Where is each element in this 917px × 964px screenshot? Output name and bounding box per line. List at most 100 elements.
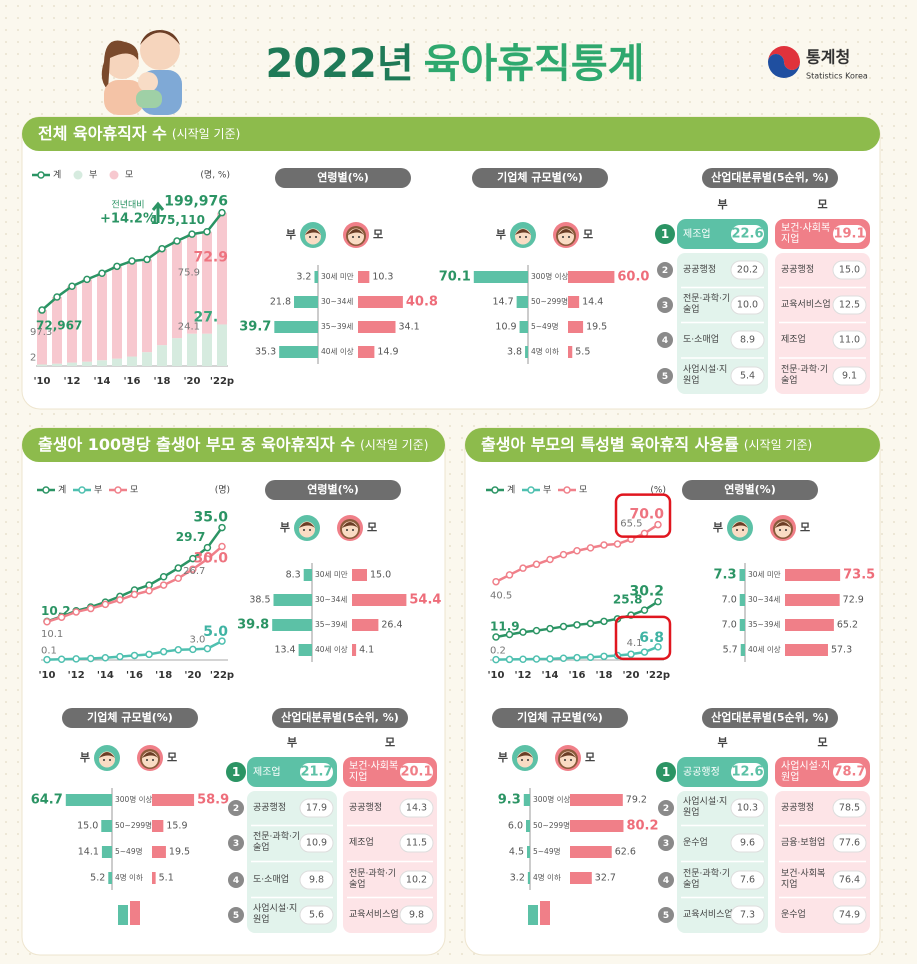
point	[600, 652, 608, 661]
bar-segment	[157, 345, 167, 366]
label-box: 운수업	[683, 838, 708, 848]
category-label: 300명 이상	[533, 794, 570, 804]
value-label: 80.2	[626, 819, 658, 834]
panel-title: 연령별(%)	[307, 482, 358, 496]
icon-eye	[779, 529, 781, 531]
rank-number: 1	[232, 765, 240, 779]
rank-badge	[228, 800, 244, 816]
label-box: 사업시설·지원업	[683, 365, 728, 386]
column-header: 모	[817, 198, 827, 211]
series-name: 부	[496, 228, 506, 241]
bar	[519, 321, 528, 333]
value-label: 57.3	[831, 645, 852, 656]
point	[640, 648, 649, 656]
point	[130, 651, 139, 660]
org-name-en: Statistics Korea	[806, 72, 868, 81]
icon-hair	[558, 229, 574, 235]
value-label: 3.2	[510, 873, 525, 884]
value-pill	[832, 366, 867, 386]
rank-badge	[226, 762, 246, 782]
point	[573, 653, 581, 662]
point	[600, 541, 608, 549]
rank-badge	[228, 835, 244, 851]
point	[113, 262, 121, 271]
bar	[785, 594, 840, 606]
bar	[358, 271, 370, 283]
section-title: 출생아 부모의 특성별 육아휴직 사용률 (시작일 기준)	[481, 435, 812, 454]
label-box: 도·소매업	[683, 335, 719, 345]
icon-eye	[570, 759, 572, 761]
bar	[358, 321, 396, 333]
value-label: 15.0	[370, 570, 391, 581]
series-name: 모	[367, 521, 377, 534]
industry-label: 공공행정	[253, 802, 287, 813]
bar	[523, 794, 530, 806]
industry-label: 제조업	[253, 766, 281, 778]
bar	[740, 644, 745, 656]
bar	[152, 846, 166, 858]
bar-segment	[142, 352, 152, 366]
bar	[568, 271, 615, 283]
point	[130, 590, 139, 599]
value-label: 29.7	[176, 530, 206, 544]
bar	[152, 872, 156, 884]
legend-label: 계	[58, 484, 66, 496]
rank-number: 4	[233, 876, 239, 886]
label-box: 공공행정	[683, 767, 720, 778]
rank-number: 3	[662, 301, 668, 311]
value-label: 74.9	[839, 910, 860, 921]
column-header: 모	[385, 736, 395, 749]
category-label: 30~34세	[321, 297, 353, 306]
value-pill	[832, 798, 867, 818]
icon-hair	[560, 752, 576, 758]
point	[174, 646, 182, 654]
value-pill	[730, 366, 765, 386]
value-label: 30.2	[629, 584, 664, 600]
industry-label: 공공행정	[781, 802, 815, 813]
point	[586, 653, 595, 662]
legend-label: 계	[53, 169, 61, 181]
value-label: 10.1	[41, 629, 63, 640]
panel-title-pill	[272, 708, 408, 728]
value-pill	[832, 260, 867, 280]
bar	[352, 644, 357, 656]
industry-label: 사업시설·지원업	[683, 365, 728, 386]
value-label: 20.2	[737, 265, 758, 276]
x-tick-label: '22p	[210, 376, 234, 387]
icon-eye	[568, 236, 570, 238]
point	[189, 645, 197, 654]
point	[53, 293, 61, 301]
point	[600, 617, 608, 626]
industry-label: 도·소매업	[253, 874, 289, 885]
value-label: 39.7	[239, 320, 271, 335]
bar	[273, 594, 312, 606]
x-tick-label: '16	[569, 670, 586, 681]
point	[158, 244, 166, 253]
series-name: 부	[286, 228, 296, 241]
section-title-note: (시작일 기준)	[172, 127, 240, 141]
bar	[570, 820, 624, 832]
value-pill	[833, 763, 866, 781]
value-label: 76.4	[839, 875, 860, 886]
value-label: 14.7	[492, 297, 513, 308]
value-pill	[730, 905, 765, 925]
icon-hair	[99, 752, 115, 758]
rank-number: 2	[662, 266, 668, 276]
section-title: 출생아 100명당 출생아 부모 중 육아휴직자 수 (시작일 기준)	[38, 435, 428, 454]
rank-number: 1	[661, 227, 669, 241]
x-tick-label: '12	[64, 376, 81, 387]
rank-number: 5	[662, 372, 668, 382]
legend-label: 계	[507, 484, 515, 496]
unit-label: (명, %)	[200, 170, 230, 181]
value-label: 22.6	[731, 227, 763, 242]
bar	[101, 846, 112, 858]
value-label: 65.2	[837, 620, 858, 631]
bar-segment	[112, 358, 122, 366]
value-label: 62.6	[615, 847, 636, 858]
category-label: 5~49명	[531, 321, 559, 331]
point	[174, 574, 182, 583]
highlight-box	[614, 615, 672, 661]
point	[519, 655, 527, 663]
bar-segment	[67, 362, 77, 366]
value-label: 38.5	[249, 595, 270, 606]
